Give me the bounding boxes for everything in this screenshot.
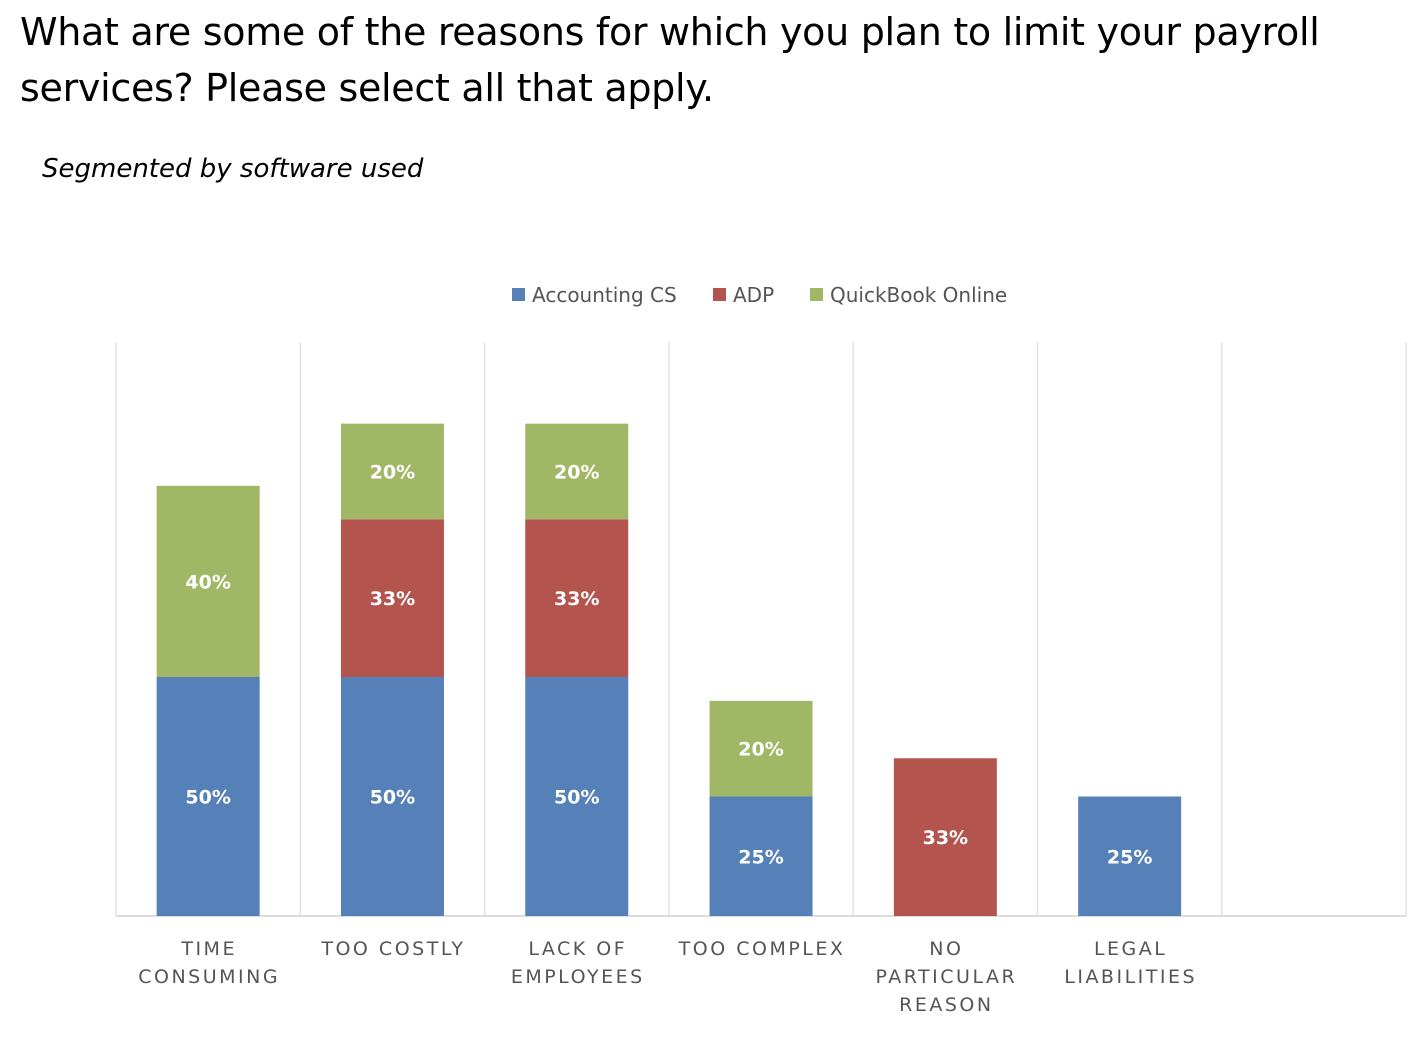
category-label: TOO COSTLY xyxy=(320,938,465,960)
bar-segment xyxy=(525,423,629,520)
bar-segment xyxy=(525,677,629,916)
data-label: 33% xyxy=(923,827,968,849)
data-label: 25% xyxy=(1107,846,1152,868)
bar-segment xyxy=(525,519,629,677)
category-label: REASON xyxy=(899,994,993,1016)
legend-swatch-2 xyxy=(810,288,823,301)
legend-swatch-0 xyxy=(512,288,525,301)
data-label: 20% xyxy=(554,461,599,483)
bar-segment xyxy=(340,519,444,677)
bar-segment xyxy=(709,700,813,797)
data-label: 33% xyxy=(370,588,415,610)
legend-label: QuickBook Online xyxy=(830,283,1007,307)
category-label: EMPLOYEES xyxy=(511,966,645,988)
data-label: 25% xyxy=(738,846,783,868)
legend-swatch-1 xyxy=(713,288,726,301)
category-label: CONSUMING xyxy=(138,966,280,988)
data-label: 40% xyxy=(185,571,230,593)
data-label: 33% xyxy=(554,588,599,610)
category-label: LIABILITIES xyxy=(1064,966,1197,988)
data-label: 20% xyxy=(738,739,783,761)
bar-segment xyxy=(1078,796,1182,916)
category-label: LACK OF xyxy=(528,938,627,960)
category-label: TOO COMPLEX xyxy=(678,938,846,960)
chart-title: What are some of the reasons for which y… xyxy=(20,10,1320,110)
chart-subtitle: Segmented by software used xyxy=(42,154,424,184)
category-label: NO xyxy=(929,938,963,960)
data-label: 50% xyxy=(554,787,599,809)
bar-segment xyxy=(893,758,997,916)
bar-segment xyxy=(340,677,444,916)
category-label: PARTICULAR xyxy=(876,966,1018,988)
data-label: 20% xyxy=(370,461,415,483)
legend-label: Accounting CS xyxy=(532,283,677,307)
data-label: 50% xyxy=(185,787,230,809)
bar-segment xyxy=(156,677,260,916)
bar-segment xyxy=(340,423,444,520)
data-label: 50% xyxy=(370,787,415,809)
bar-segment xyxy=(156,485,260,677)
category-label: TIME xyxy=(180,938,237,960)
bar-segment xyxy=(709,796,813,916)
legend-label: ADP xyxy=(733,283,774,307)
category-label: LEGAL xyxy=(1094,938,1167,960)
